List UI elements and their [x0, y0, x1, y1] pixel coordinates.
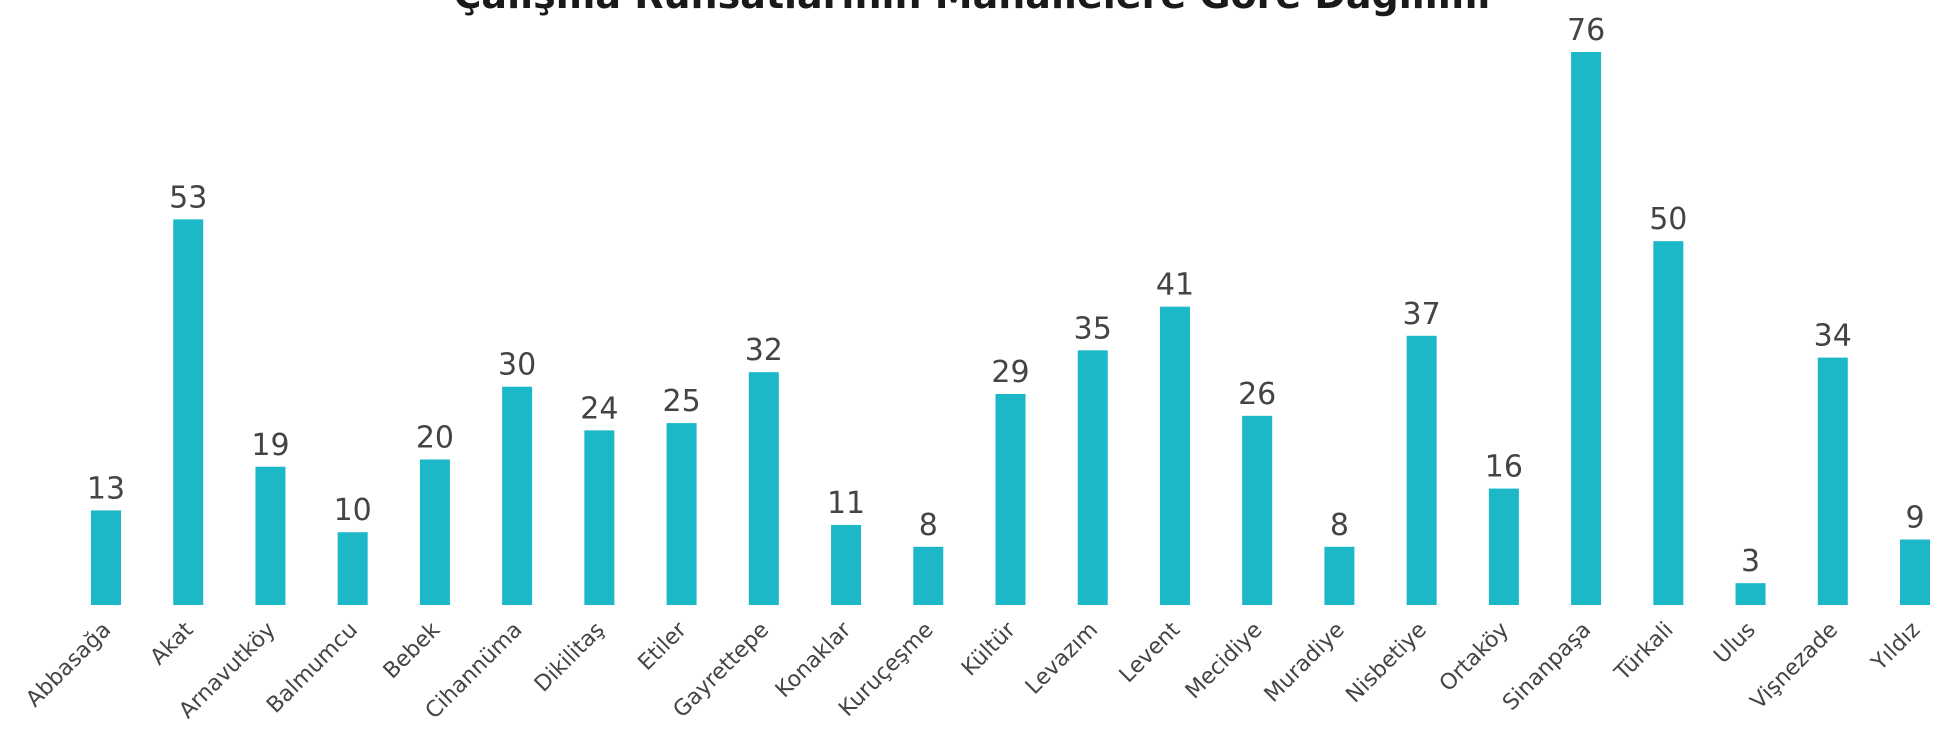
bar — [1242, 415, 1273, 605]
x-tick-label: Bebek — [379, 617, 446, 684]
x-tick-label: Mecidiye — [1181, 618, 1268, 705]
x-tick-label: Levent — [1115, 617, 1186, 688]
bar — [748, 372, 779, 605]
bar — [995, 393, 1026, 605]
value-label: 10 — [334, 493, 372, 528]
value-label: 30 — [498, 348, 536, 383]
value-label: 50 — [1649, 202, 1687, 237]
bar — [419, 459, 450, 605]
bar — [337, 532, 368, 605]
bar — [502, 386, 533, 605]
value-label: 34 — [1814, 319, 1852, 354]
bar — [1735, 583, 1766, 605]
bar — [1900, 539, 1930, 605]
value-label: 16 — [1485, 450, 1523, 485]
x-tick-label: Yıldız — [1866, 618, 1925, 677]
bar — [1159, 306, 1190, 605]
x-tick-label: Abbasağa — [22, 618, 117, 713]
value-label: 13 — [87, 471, 125, 506]
value-label: 37 — [1403, 297, 1441, 332]
x-tick-label: Konaklar — [771, 617, 857, 703]
x-tick-label: Dikilitaş — [530, 618, 610, 698]
bar — [91, 510, 121, 605]
value-label: 41 — [1156, 268, 1194, 303]
value-label: 3 — [1741, 544, 1760, 579]
value-label: 20 — [416, 420, 454, 455]
x-tick-label: Etiler — [634, 617, 693, 676]
x-tick-label: Türkali — [1610, 618, 1679, 687]
value-label: 19 — [251, 428, 289, 463]
bar — [1571, 52, 1602, 605]
value-label: 8 — [1330, 508, 1349, 543]
value-label: 9 — [1905, 501, 1924, 536]
value-label: 53 — [169, 180, 207, 215]
bar — [913, 546, 944, 605]
x-tick-label: Muradiye — [1260, 618, 1350, 708]
bar — [173, 219, 204, 605]
bar — [1406, 335, 1437, 605]
x-tick-label: Vişnezade — [1746, 618, 1843, 715]
bar — [1488, 488, 1519, 605]
value-label: 29 — [991, 355, 1029, 390]
x-tick-label: Ortaköy — [1435, 618, 1514, 697]
x-tick-label: Levazım — [1021, 618, 1103, 700]
bar — [666, 423, 697, 605]
value-label: 25 — [662, 384, 700, 419]
value-label: 8 — [919, 508, 938, 543]
value-label: 24 — [580, 391, 618, 426]
bar — [1324, 546, 1355, 605]
bar — [255, 466, 286, 605]
x-tick-label: Ulus — [1709, 618, 1760, 669]
bar — [1653, 241, 1684, 605]
value-label: 35 — [1074, 311, 1112, 346]
x-tick-label: Sinanpaşa — [1498, 618, 1596, 716]
value-label: 32 — [745, 333, 783, 368]
value-label: 76 — [1567, 13, 1605, 48]
value-label: 26 — [1238, 377, 1276, 412]
bar — [584, 430, 615, 605]
chart-title: Çalışma Ruhsatlarının Mahallelere Göre D… — [454, 0, 1491, 17]
bar — [1077, 350, 1108, 605]
x-tick-label: Nisbetiye — [1341, 618, 1431, 708]
x-tick-label: Kültür — [957, 617, 1021, 681]
x-tick-label: Akat — [146, 617, 199, 670]
bar — [1817, 357, 1848, 605]
bar — [831, 524, 862, 605]
value-label: 11 — [827, 486, 865, 521]
